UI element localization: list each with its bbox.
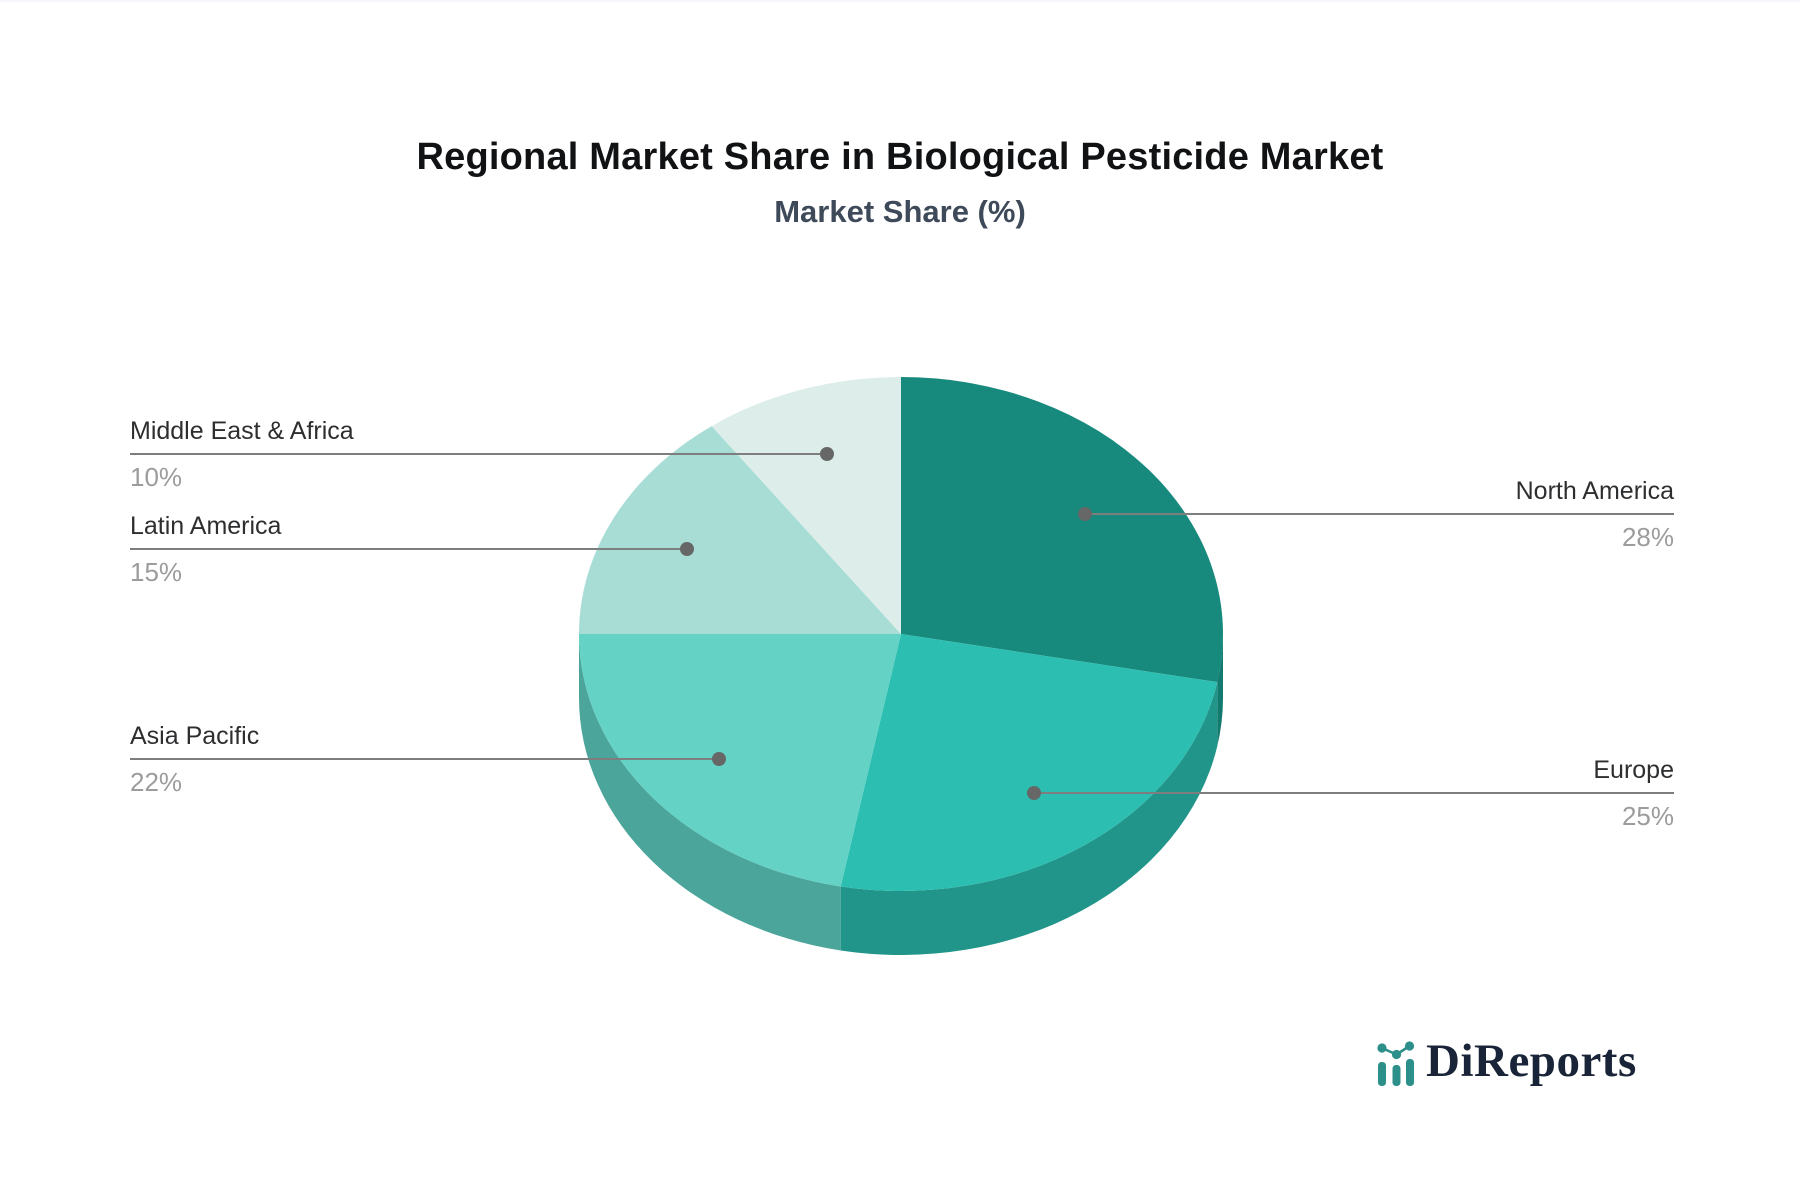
slice-label: Asia Pacific [130, 722, 260, 750]
callout-asia-pacific: Asia Pacific 22% [130, 721, 726, 797]
slice-percent: 28% [1621, 522, 1674, 552]
brand-logo: DiReports [1375, 1036, 1637, 1086]
callout-europe: Europe 25% [1027, 755, 1674, 831]
leader-line [130, 752, 726, 766]
chart-title: Regional Market Share in Biological Pest… [416, 136, 1384, 178]
chart-subtitle: Market Share (%) [774, 194, 1026, 229]
slice-label: Middle East & Africa [130, 417, 354, 445]
leader-line [130, 542, 694, 556]
slice-label: North America [1515, 477, 1674, 505]
leader-dot [1027, 786, 1041, 800]
leader-line [130, 447, 834, 461]
slice-label: Latin America [130, 512, 282, 540]
leader-line [1027, 786, 1674, 800]
slice-percent: 10% [130, 462, 183, 492]
slice-percent: 25% [1621, 801, 1674, 831]
slice-percent: 22% [130, 767, 183, 797]
slice-percent: 15% [130, 557, 183, 587]
leader-dot [1078, 507, 1092, 521]
leader-dot [712, 752, 726, 766]
slice-label: Europe [1593, 756, 1674, 784]
bar-chart-trend-icon [1377, 1041, 1415, 1086]
leader-dot [820, 447, 834, 461]
leader-line [1078, 507, 1674, 521]
callout-latin-america: Latin America 15% [130, 511, 694, 587]
callout-north-america: North America 28% [1078, 476, 1674, 552]
callout-middle-east-africa: Middle East & Africa 10% [130, 416, 834, 492]
brand-logo-text: DiReports [1426, 1035, 1637, 1087]
leader-dot [680, 542, 694, 556]
